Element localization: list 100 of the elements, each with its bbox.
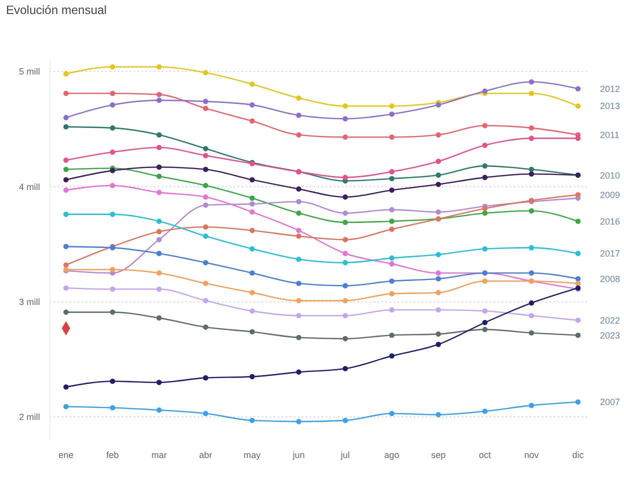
point xyxy=(202,410,208,416)
point xyxy=(63,124,69,130)
point xyxy=(63,212,69,217)
point xyxy=(436,172,442,178)
point xyxy=(528,136,534,141)
point xyxy=(296,210,302,216)
point xyxy=(389,226,394,232)
point xyxy=(110,286,116,292)
point xyxy=(342,103,348,109)
point xyxy=(110,125,116,131)
point xyxy=(250,374,255,380)
point xyxy=(250,118,255,124)
text: 2013 xyxy=(600,101,620,112)
point xyxy=(250,82,255,87)
point xyxy=(482,142,488,148)
point xyxy=(482,408,488,414)
point xyxy=(110,90,116,96)
point xyxy=(436,132,442,138)
point xyxy=(528,79,534,85)
point xyxy=(575,399,581,405)
point xyxy=(250,290,255,296)
point xyxy=(342,116,348,122)
point xyxy=(202,182,208,188)
point xyxy=(202,70,208,76)
point xyxy=(342,312,348,318)
point xyxy=(482,88,488,94)
point xyxy=(342,236,348,242)
point xyxy=(436,252,442,258)
point xyxy=(110,310,116,315)
text: 2010 xyxy=(600,170,620,180)
point xyxy=(156,407,162,413)
point xyxy=(389,169,394,174)
x-tick-label: jul xyxy=(340,450,350,460)
point xyxy=(63,310,69,315)
point xyxy=(528,330,534,336)
text: 2011 xyxy=(600,130,620,140)
point xyxy=(296,369,302,375)
y-tick-label: 3 mill xyxy=(18,296,40,307)
point xyxy=(250,201,255,207)
point xyxy=(296,334,302,340)
point xyxy=(110,405,116,410)
point xyxy=(528,125,534,131)
point xyxy=(575,280,581,286)
point xyxy=(528,90,534,96)
x-tick-label: nov xyxy=(524,450,540,460)
point xyxy=(63,384,69,390)
point xyxy=(436,412,442,418)
point xyxy=(156,164,162,170)
point xyxy=(389,291,394,296)
point xyxy=(63,177,69,182)
point xyxy=(436,270,442,276)
point xyxy=(250,329,255,334)
point xyxy=(436,342,442,348)
point xyxy=(575,276,581,282)
point xyxy=(296,95,302,101)
point xyxy=(63,114,69,120)
point xyxy=(296,198,302,204)
point xyxy=(202,106,208,112)
point xyxy=(389,187,394,193)
point xyxy=(436,209,442,215)
point xyxy=(156,218,162,224)
point xyxy=(575,218,581,224)
x-tick-label: oct xyxy=(478,450,492,460)
point xyxy=(528,402,534,408)
point xyxy=(296,132,302,138)
point xyxy=(202,234,208,239)
point xyxy=(202,260,208,266)
point xyxy=(156,190,162,196)
point xyxy=(528,312,534,318)
point xyxy=(342,366,348,372)
point xyxy=(63,71,69,76)
point xyxy=(63,262,69,268)
point xyxy=(156,132,162,138)
point xyxy=(202,298,208,304)
point xyxy=(202,375,208,380)
point xyxy=(389,261,394,266)
x-tick-label: sep xyxy=(431,450,446,460)
point xyxy=(528,171,534,177)
point xyxy=(63,158,69,163)
point xyxy=(528,270,534,276)
text: 2017 xyxy=(600,248,620,259)
text: 2012 xyxy=(600,84,620,94)
text: 2016 xyxy=(600,216,620,226)
point xyxy=(156,286,162,292)
point xyxy=(296,234,302,239)
point xyxy=(436,102,442,108)
point xyxy=(110,378,116,384)
point xyxy=(296,298,302,304)
point xyxy=(296,312,302,318)
point xyxy=(63,187,69,193)
point xyxy=(342,260,348,266)
point xyxy=(63,90,69,96)
point xyxy=(389,176,394,182)
point xyxy=(342,336,348,342)
point xyxy=(296,256,302,262)
point xyxy=(202,166,208,172)
point xyxy=(389,332,394,338)
point xyxy=(575,318,581,323)
x-tick-label: ene xyxy=(58,450,74,460)
point xyxy=(342,220,348,226)
